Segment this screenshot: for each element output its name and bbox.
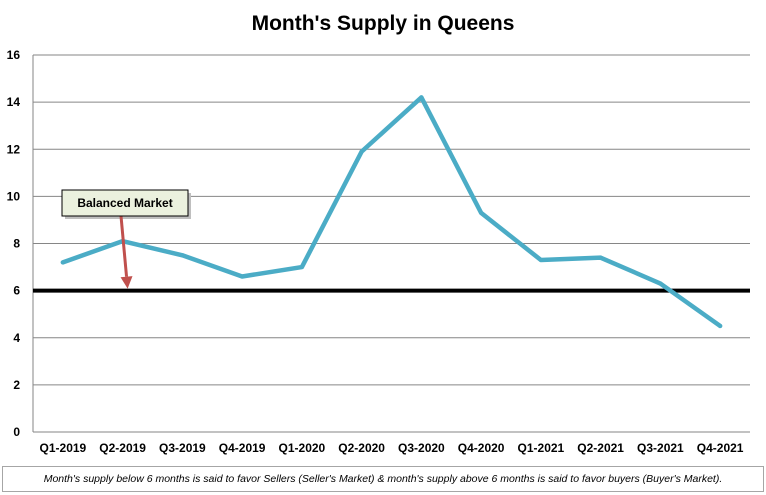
x-tick-label: Q2-2021 — [577, 441, 624, 455]
annotation-label: Balanced Market — [77, 196, 172, 210]
x-tick-label: Q1-2019 — [40, 441, 87, 455]
grid-lines — [33, 54, 750, 386]
data-point — [479, 210, 484, 215]
data-point — [60, 260, 65, 265]
data-point — [538, 257, 543, 262]
chart-title: Month's Supply in Queens — [252, 12, 515, 35]
data-point — [419, 95, 424, 100]
y-tick-label: 10 — [7, 189, 21, 203]
x-tick-label: Q1-2021 — [518, 441, 565, 455]
series-line — [60, 95, 723, 329]
y-tick-label: 14 — [7, 95, 21, 109]
data-point — [359, 149, 364, 154]
y-tick-label: 0 — [13, 425, 20, 439]
y-tick-label: 6 — [13, 284, 20, 298]
y-tick-label: 2 — [13, 378, 20, 392]
y-tick-label: 16 — [7, 48, 21, 62]
data-point — [718, 323, 723, 328]
data-point — [180, 253, 185, 258]
annotation-arrow-head — [120, 276, 133, 289]
x-tick-label: Q1-2020 — [279, 441, 326, 455]
data-point — [598, 255, 603, 260]
x-axis-tick-labels: Q1-2019 Q2-2019 Q3-2019 Q4-2019 Q1-2020 Q2-20… — [40, 441, 744, 455]
chart-footnote: Month's supply below 6 months is said to… — [2, 466, 764, 492]
y-tick-label: 8 — [13, 237, 20, 251]
data-point — [240, 274, 245, 279]
x-tick-label: Q4-2019 — [219, 441, 266, 455]
x-tick-label: Q3-2020 — [398, 441, 445, 455]
x-tick-label: Q3-2019 — [159, 441, 206, 455]
y-tick-label: 4 — [13, 331, 20, 345]
annotation-box — [61, 189, 189, 217]
y-axis-tick-labels: 0 2 4 6 8 10 12 14 16 — [7, 48, 21, 439]
x-tick-label: Q4-2021 — [697, 441, 744, 455]
x-tick-label: Q4-2020 — [458, 441, 505, 455]
x-tick-label: Q3-2021 — [637, 441, 684, 455]
data-point — [658, 281, 663, 286]
annotation-arrow-shaft — [119, 215, 129, 277]
y-tick-label: 12 — [7, 142, 21, 156]
x-tick-label: Q2-2019 — [99, 441, 146, 455]
data-point — [299, 265, 304, 270]
x-tick-label: Q2-2020 — [338, 441, 385, 455]
annotation-layer: Balanced Market — [61, 189, 191, 289]
axes — [32, 55, 750, 433]
